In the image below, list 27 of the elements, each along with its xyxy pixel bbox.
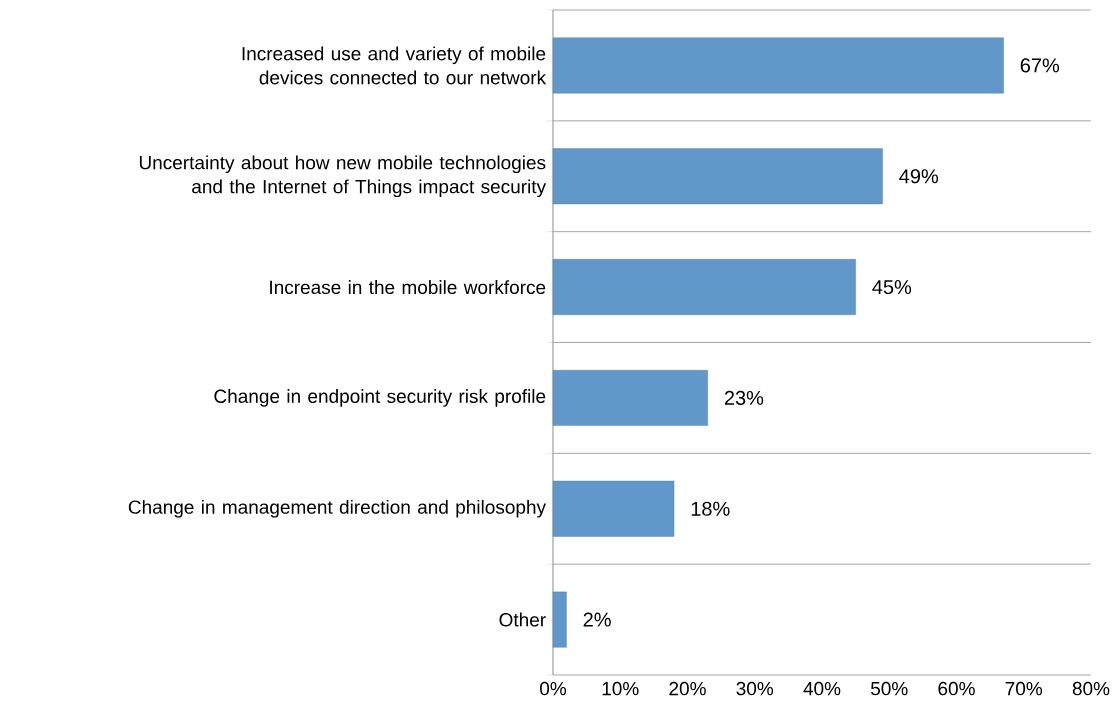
- bar: [552, 591, 567, 648]
- x-tick-label: 70%: [1005, 681, 1043, 696]
- y-tick-label: Other: [499, 612, 546, 627]
- y-tick-label: Increased use and variety of mobile devices connected to our network: [242, 46, 547, 85]
- y-tick-label: Change in management direction and philosophy: [128, 499, 546, 518]
- bar: [552, 259, 856, 315]
- data-label: 49%: [899, 169, 939, 184]
- x-tick-label: 20%: [669, 681, 706, 696]
- x-tick-label: 0%: [540, 681, 567, 696]
- bar: [552, 370, 708, 426]
- y-tick-label: Uncertainty about how new mobile technologies and the Internet of Things impact security: [139, 155, 547, 198]
- data-label: 18%: [691, 501, 730, 516]
- x-tick-label: 80%: [1072, 681, 1110, 696]
- x-tick-label: 40%: [803, 681, 841, 696]
- bar: [552, 37, 1004, 94]
- data-label: 67%: [1020, 58, 1060, 73]
- x-tick-label: 10%: [602, 681, 639, 696]
- data-label: 2%: [583, 612, 611, 627]
- x-tick-label: 30%: [736, 681, 774, 696]
- x-tick-label: 60%: [938, 681, 975, 696]
- y-tick-label: Increase in the mobile workforce: [270, 280, 546, 295]
- y-tick-label: Change in endpoint security risk profile: [214, 389, 546, 407]
- x-tick-label: 50%: [870, 681, 908, 696]
- data-label: 23%: [724, 390, 764, 405]
- bar: [552, 480, 675, 537]
- bar: [552, 148, 883, 205]
- data-label: 45%: [872, 280, 912, 295]
